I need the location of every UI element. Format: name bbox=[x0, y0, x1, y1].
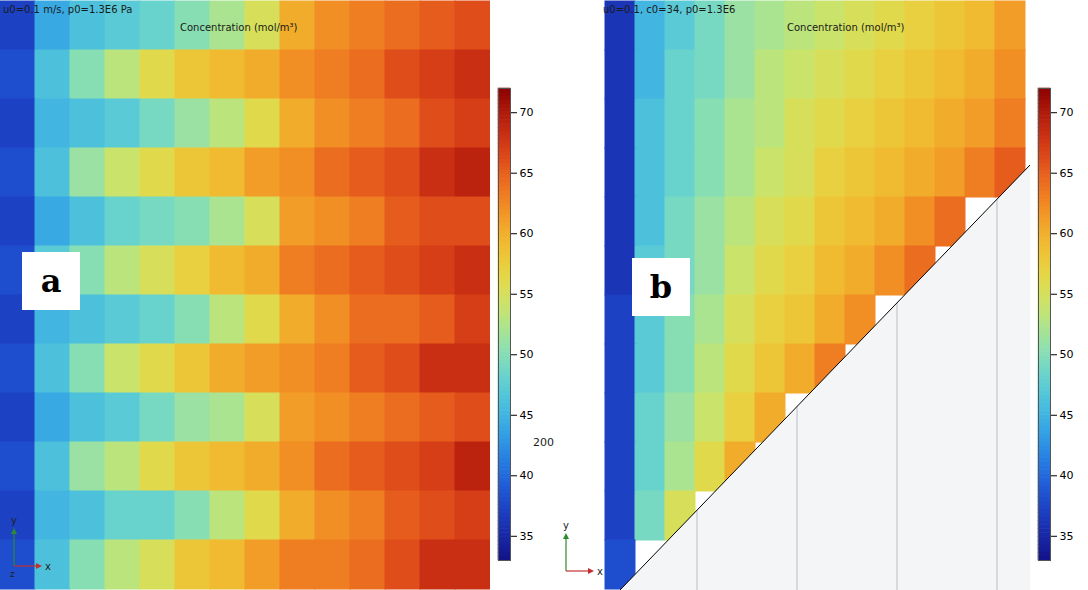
svg-text:50: 50 bbox=[520, 348, 534, 361]
svg-text:65: 65 bbox=[520, 167, 534, 180]
svg-text:60: 60 bbox=[520, 227, 534, 240]
html-text:Concentration (mol/m³): Concentration (mol/m³) bbox=[787, 22, 905, 33]
svg-text:40: 40 bbox=[520, 469, 534, 482]
html-text:Concentration (mol/m³): Concentration (mol/m³) bbox=[180, 22, 298, 33]
svg-text:50: 50 bbox=[1060, 348, 1074, 361]
svg-text:45: 45 bbox=[520, 409, 534, 422]
svg-text:45: 45 bbox=[1060, 409, 1074, 422]
html-text:200: 200 bbox=[533, 436, 554, 449]
svg-text:y: y bbox=[11, 515, 17, 526]
html-text:u0=0.1 m/s, p0=1.3E6 Pa: u0=0.1 m/s, p0=1.3E6 Pa bbox=[3, 4, 133, 15]
svg-text:70: 70 bbox=[520, 106, 534, 119]
svg-text:35: 35 bbox=[520, 530, 534, 543]
html-text:u0=0.1, c0=34, p0=1.3E6: u0=0.1, c0=34, p0=1.3E6 bbox=[603, 4, 736, 15]
svg-text:60: 60 bbox=[1060, 227, 1074, 240]
svg-text:x: x bbox=[45, 561, 51, 572]
svg-text:x: x bbox=[597, 566, 603, 577]
svg-text:40: 40 bbox=[1060, 469, 1074, 482]
svg-text:70: 70 bbox=[1060, 106, 1074, 119]
html-text:b: b bbox=[649, 268, 673, 306]
svg-text:65: 65 bbox=[1060, 167, 1074, 180]
svg-text:35: 35 bbox=[1060, 530, 1074, 543]
svg-text:55: 55 bbox=[520, 288, 534, 301]
svg-text:z: z bbox=[10, 569, 15, 578]
svg-text:y: y bbox=[563, 520, 569, 531]
svg-text:55: 55 bbox=[1060, 288, 1074, 301]
html-text:a: a bbox=[40, 262, 62, 300]
